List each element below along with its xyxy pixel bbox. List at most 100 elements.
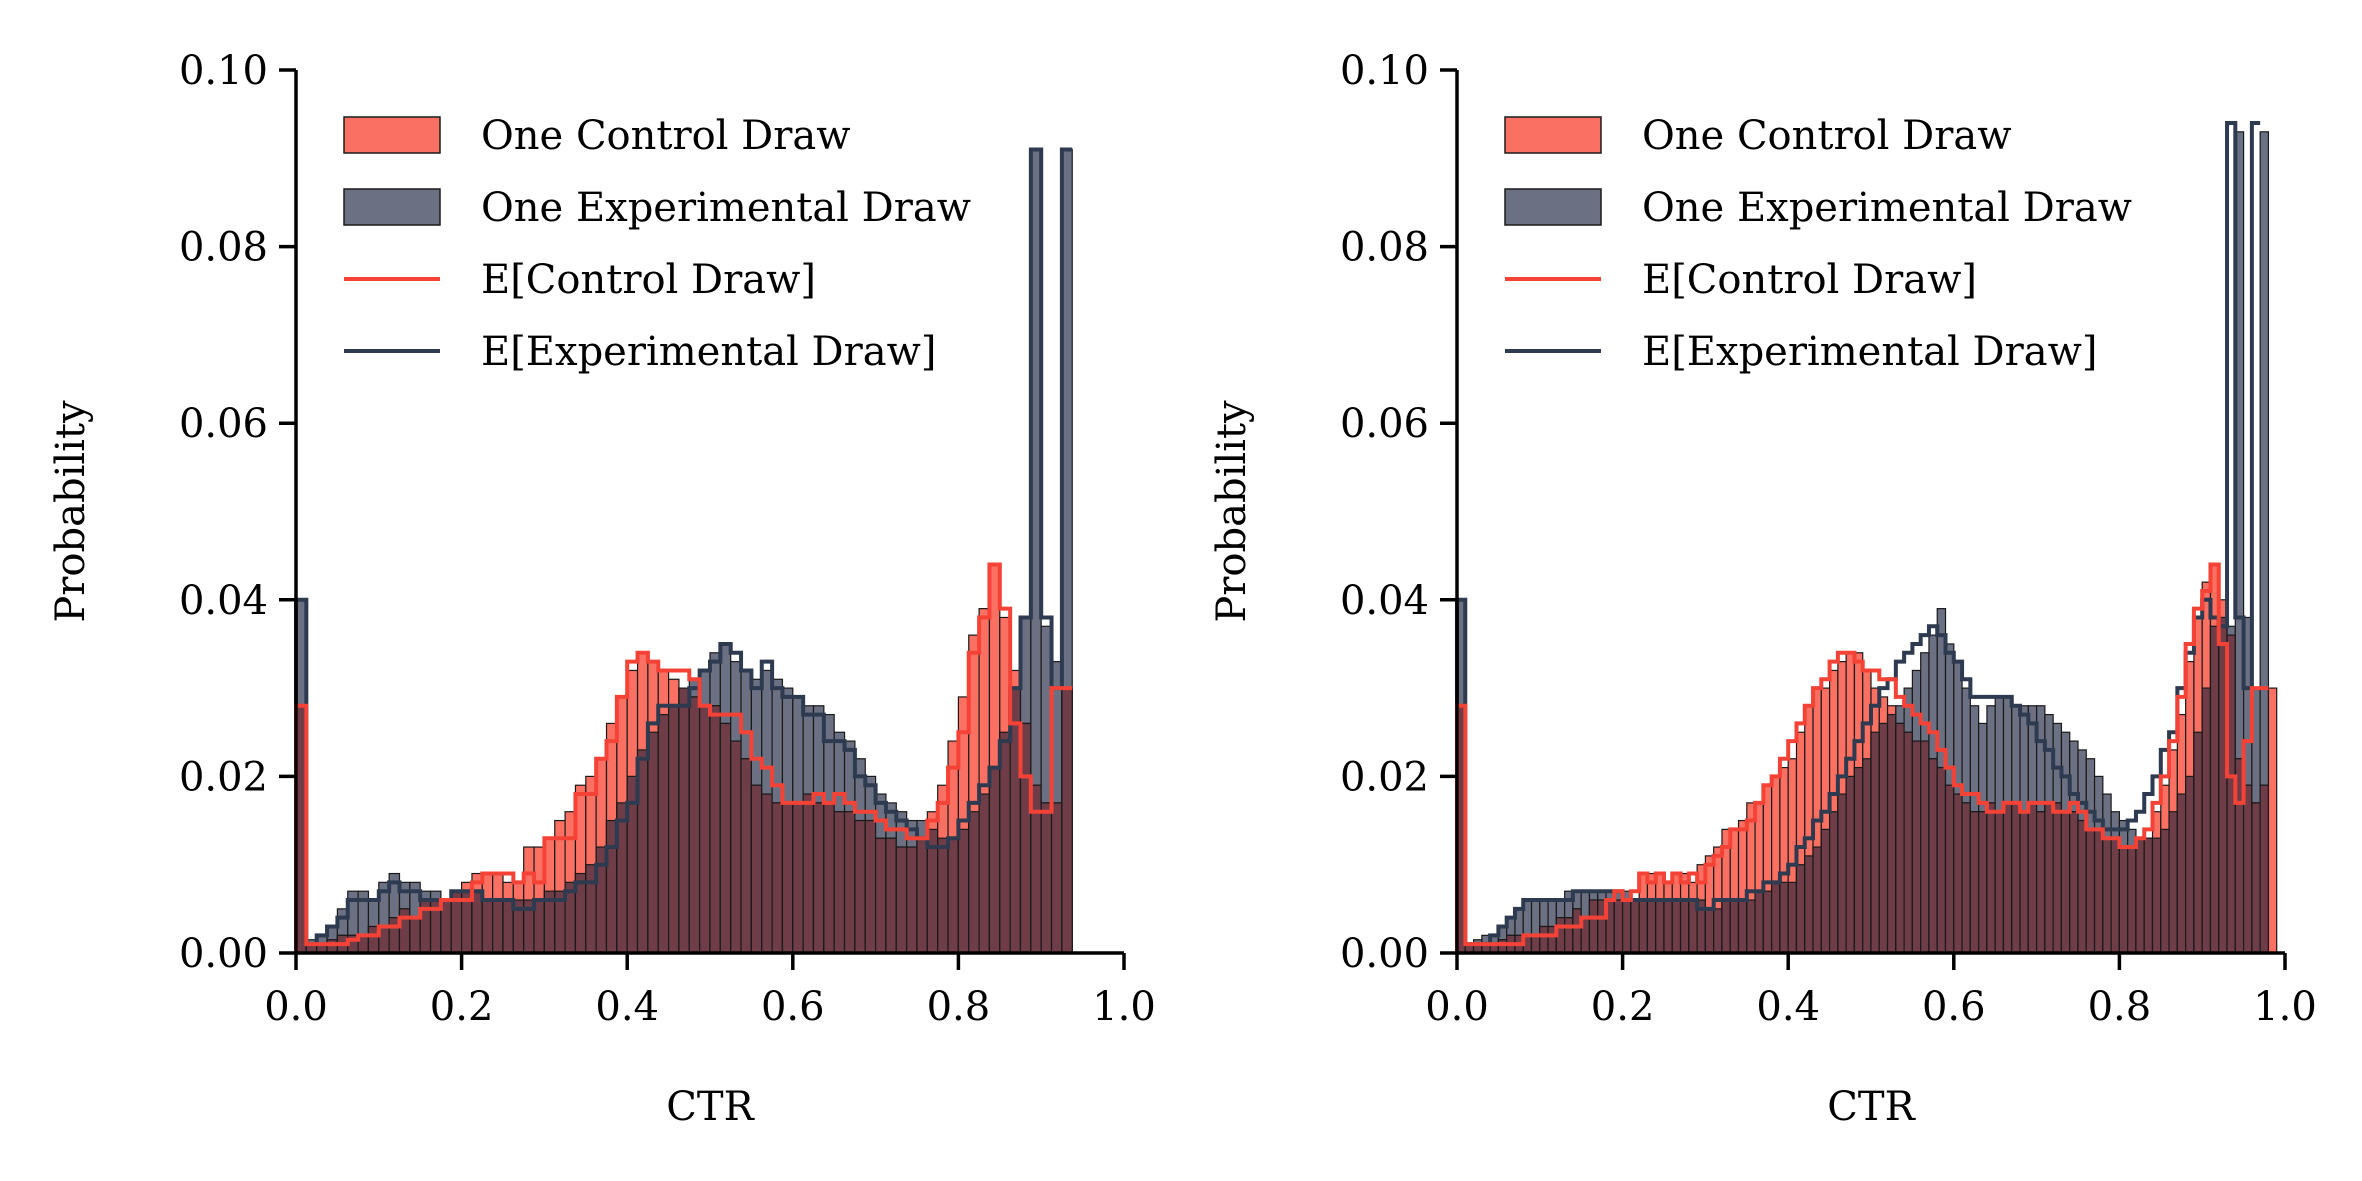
- overlap-bar: [1671, 899, 1682, 954]
- overlap-bar: [2044, 802, 2054, 954]
- overlap-bar: [750, 784, 763, 954]
- overlap-bar: [1564, 917, 1574, 954]
- overlap-bar: [978, 793, 991, 954]
- y-tick-label: 0.00: [179, 931, 268, 977]
- overlap-bar: [2052, 802, 2063, 954]
- legend-label: One Control Draw: [481, 113, 850, 159]
- overlap-bar: [1795, 864, 1806, 954]
- overlap-bar: [709, 705, 721, 954]
- x-tick-label: 0.6: [1922, 984, 1986, 1030]
- overlap-bar: [1771, 881, 1781, 954]
- overlap-bar: [719, 722, 732, 954]
- control-draw-bar: [2267, 687, 2278, 954]
- x-tick-label: 0.2: [430, 984, 494, 1030]
- overlap-bar: [1886, 713, 1897, 954]
- overlap-bar: [988, 766, 1001, 954]
- overlap-bar: [2135, 837, 2145, 954]
- overlap-bar: [409, 917, 421, 954]
- y-tick-label: 0.06: [179, 401, 268, 447]
- legend-swatch-experimental-draw: [1504, 188, 1602, 226]
- overlap-bar: [2002, 802, 2013, 954]
- overlap-bar: [906, 846, 918, 954]
- overlap-bar: [1820, 828, 1831, 954]
- overlap-bar: [792, 802, 804, 954]
- overlap-bar: [1978, 811, 1988, 954]
- overlap-bar: [1040, 802, 1053, 954]
- axes: 0.0 0.2 0.4 0.6 0.8 1.0 0.00 0.02 0.04 0.06 0.08 0.…: [48, 48, 1156, 1130]
- overlap-bar: [1762, 890, 1773, 954]
- x-tick-label: 0.8: [2088, 984, 2152, 1030]
- overlap-bar: [2151, 837, 2162, 954]
- overlap-bar: [864, 819, 877, 954]
- overlap-bar: [957, 828, 970, 954]
- overlap-bar: [2259, 784, 2270, 954]
- overlap-bar: [1713, 908, 1723, 954]
- overlap-bar: [1779, 881, 1789, 954]
- x-tick-label: 0.0: [264, 984, 328, 1030]
- overlap-bar: [481, 899, 494, 954]
- overlap-bar: [2011, 802, 2021, 954]
- overlap-bar: [761, 793, 773, 954]
- histogram-bars: [1456, 131, 2278, 954]
- y-tick-label: 0.04: [1340, 578, 1429, 624]
- overlap-bar: [1969, 811, 1980, 954]
- overlap-bar: [2110, 837, 2121, 954]
- expected-experimental-line: [294, 147, 1073, 953]
- legend-swatch-experimental-draw: [343, 188, 441, 226]
- x-tick-label: 0.6: [761, 984, 825, 1030]
- legend-label: E[Control Draw]: [481, 257, 816, 303]
- overlap-bar: [1679, 899, 1690, 954]
- x-tick-label: 1.0: [2253, 984, 2317, 1030]
- overlap-bar: [1837, 793, 1847, 954]
- overlap-bar: [968, 811, 980, 954]
- overlap-bar: [1928, 758, 1938, 954]
- overlap-bar: [2085, 828, 2096, 954]
- overlap-bar: [1986, 802, 1996, 954]
- y-tick-label: 0.08: [1340, 225, 1429, 271]
- x-axis-label: CTR: [1827, 1084, 1916, 1130]
- overlap-bar: [2093, 828, 2104, 954]
- legend: One Control Draw One Experimental Draw E[C…: [1504, 113, 2132, 375]
- overlap-bar: [1721, 899, 1731, 954]
- overlap-bar: [688, 696, 701, 954]
- overlap-bar: [2251, 802, 2261, 954]
- overlap-bar: [947, 837, 959, 954]
- overlap-bar: [843, 811, 856, 954]
- overlap-bar: [1530, 934, 1541, 954]
- overlap-bar: [1588, 899, 1599, 954]
- overlap-bar: [2027, 802, 2038, 954]
- axes: 0.0 0.2 0.4 0.6 0.8 1.0 0.00 0.02 0.04 0.06 0.08 0.…: [1209, 48, 2317, 1130]
- y-tick-label: 0.02: [1340, 754, 1429, 800]
- overlap-bar: [802, 793, 815, 954]
- overlap-bar: [1630, 899, 1640, 954]
- overlap-bar: [2243, 784, 2253, 954]
- overlap-bar: [730, 740, 742, 954]
- overlap-bar: [1878, 722, 1889, 954]
- overlap-bar: [885, 837, 897, 954]
- x-axis-label: CTR: [666, 1084, 755, 1130]
- overlap-bar: [1050, 802, 1063, 954]
- y-tick-label: 0.08: [179, 225, 268, 271]
- overlap-bar: [2102, 837, 2112, 954]
- chart-panel-2: 0.0 0.2 0.4 0.6 0.8 1.0 0.00 0.02 0.04 0.06 0.08 0.…: [1209, 48, 2317, 1130]
- overlap-bar: [2209, 625, 2220, 954]
- overlap-bar: [2176, 793, 2187, 954]
- overlap-bar: [771, 802, 784, 954]
- x-tick-label: 0.4: [1756, 984, 1820, 1030]
- expected-control-line: [294, 562, 1073, 953]
- x-tick-label: 0.0: [1425, 984, 1489, 1030]
- overlap-bar: [2060, 811, 2071, 954]
- y-tick-label: 0.00: [1340, 931, 1429, 977]
- overlap-bar: [781, 802, 794, 954]
- legend-swatch-control-draw: [1504, 116, 1602, 154]
- overlap-bar: [1961, 802, 1971, 954]
- overlap-bar: [2127, 846, 2137, 954]
- y-tick-label: 0.10: [179, 48, 268, 94]
- y-tick-label: 0.02: [179, 754, 268, 800]
- overlap-bar: [1572, 908, 1582, 954]
- overlap-bar: [1828, 811, 1839, 954]
- overlap-bar: [1737, 899, 1748, 954]
- overlap-bar: [874, 837, 887, 954]
- overlap-bar: [937, 837, 949, 954]
- overlap-bar: [326, 939, 338, 954]
